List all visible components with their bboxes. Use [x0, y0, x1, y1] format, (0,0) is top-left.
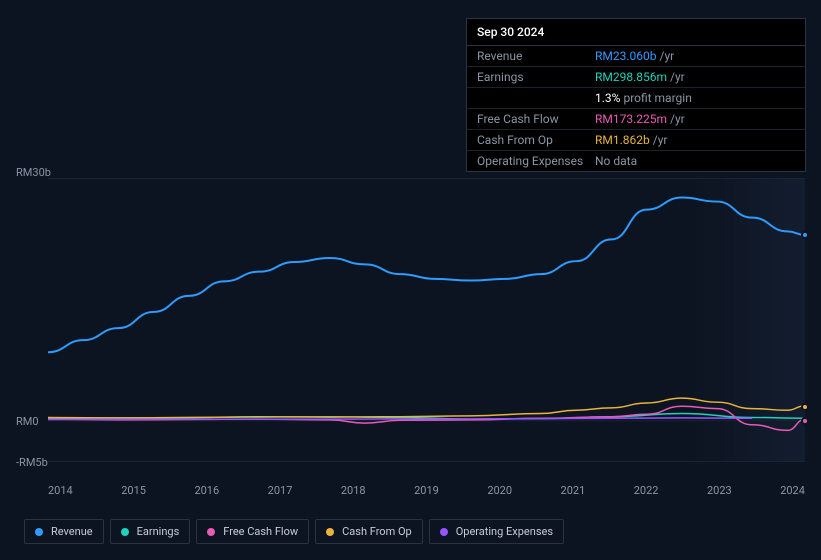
series-end-marker	[801, 417, 809, 425]
tooltip-metric-label: Free Cash Flow	[477, 112, 595, 126]
tooltip-metric-value: RM23.060b	[595, 49, 657, 63]
tooltip-metric-label	[477, 91, 595, 105]
tooltip-metric-label: Earnings	[477, 70, 595, 84]
legend-label: Earnings	[137, 525, 180, 538]
x-axis-tick: 2015	[121, 484, 146, 497]
tooltip-metric-suffix: /yr	[670, 70, 685, 84]
tooltip-metric-value: RM1.862b	[595, 133, 650, 147]
x-axis-tick: 2024	[780, 484, 805, 497]
tooltip-row: Cash From OpRM1.862b/yr	[467, 130, 805, 151]
legend-dot-icon	[207, 528, 215, 536]
legend-item[interactable]: Earnings	[110, 519, 191, 544]
y-axis-label: RM0	[16, 415, 39, 428]
chart-lines	[48, 179, 805, 461]
x-axis-tick: 2019	[414, 484, 439, 497]
x-axis-tick: 2020	[487, 484, 512, 497]
x-axis-tick: 2022	[634, 484, 659, 497]
tooltip-metric-suffix: /yr	[660, 49, 675, 63]
tooltip-row: EarningsRM298.856m/yr	[467, 67, 805, 88]
plot-area[interactable]	[48, 178, 805, 462]
legend-label: Free Cash Flow	[223, 525, 298, 538]
series-line	[48, 398, 805, 418]
x-axis-tick: 2018	[341, 484, 366, 497]
tooltip-rows: RevenueRM23.060b/yrEarningsRM298.856m/yr…	[467, 46, 805, 171]
tooltip-metric-label: Revenue	[477, 49, 595, 63]
tooltip-metric-suffix: /yr	[653, 133, 668, 147]
y-axis-label: -RM5b	[16, 456, 48, 469]
legend-dot-icon	[121, 528, 129, 536]
legend-item[interactable]: Cash From Op	[315, 519, 423, 544]
x-axis-tick: 2016	[194, 484, 219, 497]
tooltip-metric-suffix: /yr	[670, 112, 685, 126]
x-axis-tick: 2017	[268, 484, 293, 497]
tooltip-metric-value: RM173.225m	[595, 112, 667, 126]
tooltip-row: RevenueRM23.060b/yr	[467, 46, 805, 67]
legend-item[interactable]: Revenue	[24, 519, 104, 544]
tooltip-row: Free Cash FlowRM173.225m/yr	[467, 109, 805, 130]
x-axis-tick: 2023	[707, 484, 732, 497]
legend-dot-icon	[326, 528, 334, 536]
legend-label: Operating Expenses	[456, 525, 553, 538]
series-end-marker	[801, 403, 809, 411]
legend-dot-icon	[440, 528, 448, 536]
legend-dot-icon	[35, 528, 43, 536]
tooltip-metric-value: 1.3%	[595, 91, 620, 105]
legend-item[interactable]: Free Cash Flow	[196, 519, 309, 544]
data-tooltip: Sep 30 2024 RevenueRM23.060b/yrEarningsR…	[466, 18, 806, 172]
x-axis-labels: 2014 2015 2016 2017 2018 2019 2020 2021 2022 2023…	[48, 484, 805, 497]
financials-chart: RM30b RM0 -RM5b	[16, 160, 805, 480]
tooltip-metric-suffix: profit margin	[623, 91, 691, 105]
legend-label: Cash From Op	[342, 525, 412, 538]
tooltip-date: Sep 30 2024	[467, 19, 805, 46]
y-axis-label: RM30b	[16, 166, 51, 179]
legend-item[interactable]: Operating Expenses	[429, 519, 564, 544]
tooltip-metric-value: RM298.856m	[595, 70, 667, 84]
chart-legend: Revenue Earnings Free Cash Flow Cash From O…	[24, 519, 564, 544]
x-axis-tick: 2021	[561, 484, 586, 497]
series-end-marker	[801, 231, 809, 239]
x-axis-tick: 2014	[48, 484, 73, 497]
legend-label: Revenue	[51, 525, 93, 538]
tooltip-metric-label: Cash From Op	[477, 133, 595, 147]
series-line	[48, 198, 805, 353]
tooltip-row: 1.3%profit margin	[467, 88, 805, 109]
